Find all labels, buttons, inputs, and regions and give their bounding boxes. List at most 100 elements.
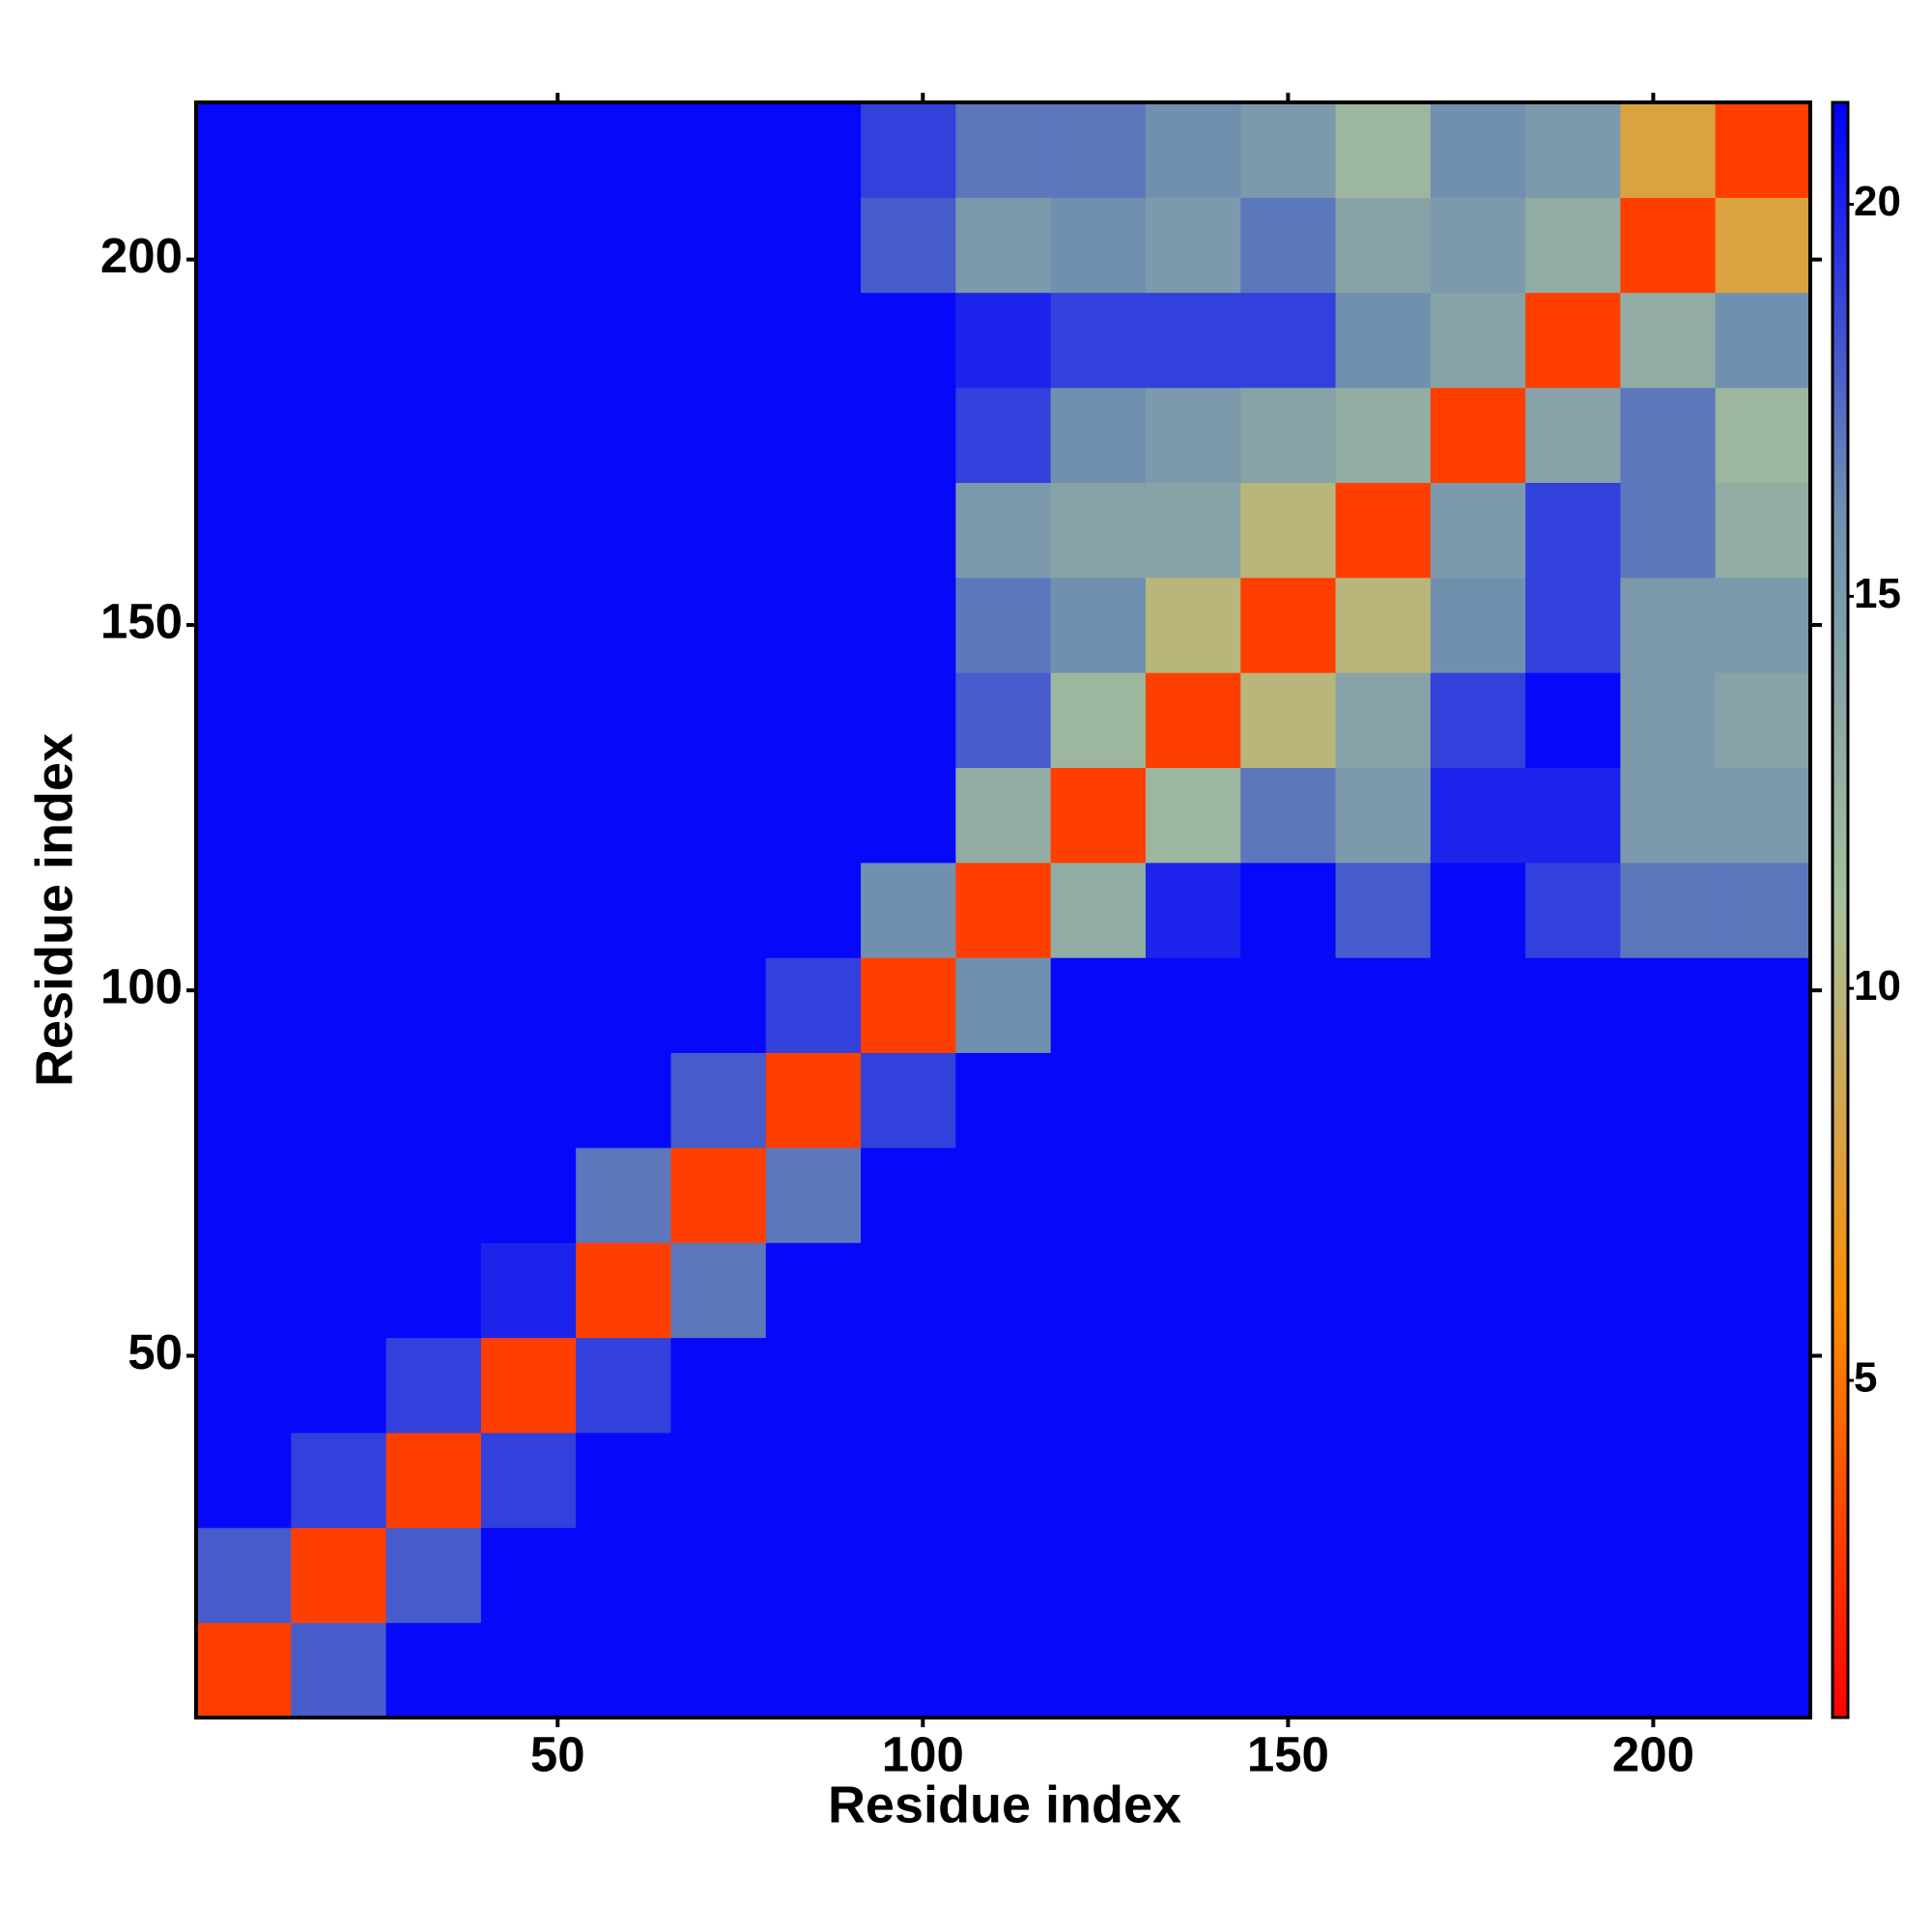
heatmap-cell [385,1052,482,1149]
heatmap-cell [576,1337,671,1434]
heatmap-cell [291,1622,387,1719]
heatmap-cell [1525,102,1621,198]
heatmap-cell [670,1432,767,1528]
heatmap-cell [1715,1242,1811,1339]
heatmap-cell [861,1337,956,1434]
heatmap-cell [861,1242,956,1339]
heatmap-cell [1145,577,1241,673]
heatmap-cell [1620,862,1717,958]
heatmap-cell [1430,197,1526,294]
heatmap-cell [670,767,767,864]
colorbar-tick-label: 20 [1854,178,1901,225]
heatmap-cell [1715,1052,1811,1149]
heatmap-cell [480,672,577,768]
heatmap-cell [196,1622,292,1719]
heatmap-cell [861,292,956,388]
heatmap-cell [1620,672,1717,768]
heatmap-cell [1240,102,1337,198]
heatmap-cell [1050,197,1147,294]
heatmap-cell [765,1242,862,1339]
heatmap-cell [1525,1147,1621,1243]
heatmap-cell [1620,482,1717,579]
heatmap-cell [576,292,671,388]
heatmap-cell [1620,1147,1717,1243]
heatmap-cell [385,767,482,864]
heatmap-cell [1145,197,1241,294]
heatmap-cell [861,1052,956,1149]
heatmap-cell [1430,292,1526,388]
heatmap-cell [1715,482,1811,579]
heatmap-cell [576,957,671,1054]
heatmap-cell [1620,1622,1717,1719]
heatmap-cell [1525,1432,1621,1528]
heatmap-cell [1335,767,1432,864]
heatmap-cell [385,957,482,1054]
heatmap-cell [291,957,387,1054]
heatmap-cell [1050,862,1147,958]
heatmap-cell [765,957,862,1054]
x-axis-title: Residue index [828,1776,1181,1833]
x-tick-label: 150 [1247,1726,1329,1781]
heatmap-cell [765,1527,862,1624]
heatmap-cell [196,1527,292,1624]
heatmap-cell [765,672,862,768]
heatmap-cell [1050,672,1147,768]
heatmap-cell [576,1432,671,1528]
heatmap-cell [196,1147,292,1243]
y-tick-label: 50 [128,1324,183,1379]
y-tick-label: 150 [100,593,183,648]
heatmap-cell [196,1052,292,1149]
y-axis-title: Residue index [25,733,83,1087]
heatmap-cell [1525,387,1621,483]
heatmap-cell [385,1242,482,1339]
heatmap-cell [1335,292,1432,388]
heatmap-cell [861,387,956,483]
heatmap-cell [1050,577,1147,673]
heatmap-cell [955,1432,1052,1528]
x-tick-label: 50 [530,1726,585,1781]
heatmap-cell [1335,482,1432,579]
heatmap-cell [1430,577,1526,673]
heatmap-cell [670,1622,767,1719]
heatmap-cell [1145,767,1241,864]
heatmap-cell [670,1337,767,1434]
heatmap-cell [1715,1337,1811,1434]
heatmap-cell [291,197,387,294]
heatmap-cell [576,1147,671,1243]
heatmap-cell [1050,387,1147,483]
heatmap-cell [670,1527,767,1624]
heatmap-cell [385,292,482,388]
heatmap-cell [1050,957,1147,1054]
heatmap-cell [861,1622,956,1719]
heatmap-cell [1240,577,1337,673]
heatmap-cell [1335,577,1432,673]
heatmap-cell [1715,672,1811,768]
plot-frame [194,100,1812,1719]
heatmap-cell [765,577,862,673]
heatmap-cell [1145,957,1241,1054]
heatmap-cell [1145,862,1241,958]
heatmap-cell [1335,672,1432,768]
heatmap-cell [955,482,1052,579]
heatmap-cell [765,1337,862,1434]
heatmap-cell [196,387,292,483]
y-tick-label: 200 [100,228,183,283]
heatmap-cell [861,482,956,579]
colorbar-tick-label: 15 [1854,570,1901,617]
heatmap-cell [1050,1242,1147,1339]
heatmap-cell [291,767,387,864]
heatmap-cell [955,197,1052,294]
heatmap-cell [1335,1432,1432,1528]
heatmap-cell [480,957,577,1054]
heatmap-cell [1240,197,1337,294]
heatmap-cell [1430,767,1526,864]
heatmap-cell [291,1527,387,1624]
heatmap-cell [480,102,577,198]
heatmap-cell [1620,1432,1717,1528]
heatmap-cell [1715,1147,1811,1243]
heatmap-cell [1430,1622,1526,1719]
heatmap-cell [955,1622,1052,1719]
heatmap-cell [1715,767,1811,864]
heatmap-cell [480,197,577,294]
